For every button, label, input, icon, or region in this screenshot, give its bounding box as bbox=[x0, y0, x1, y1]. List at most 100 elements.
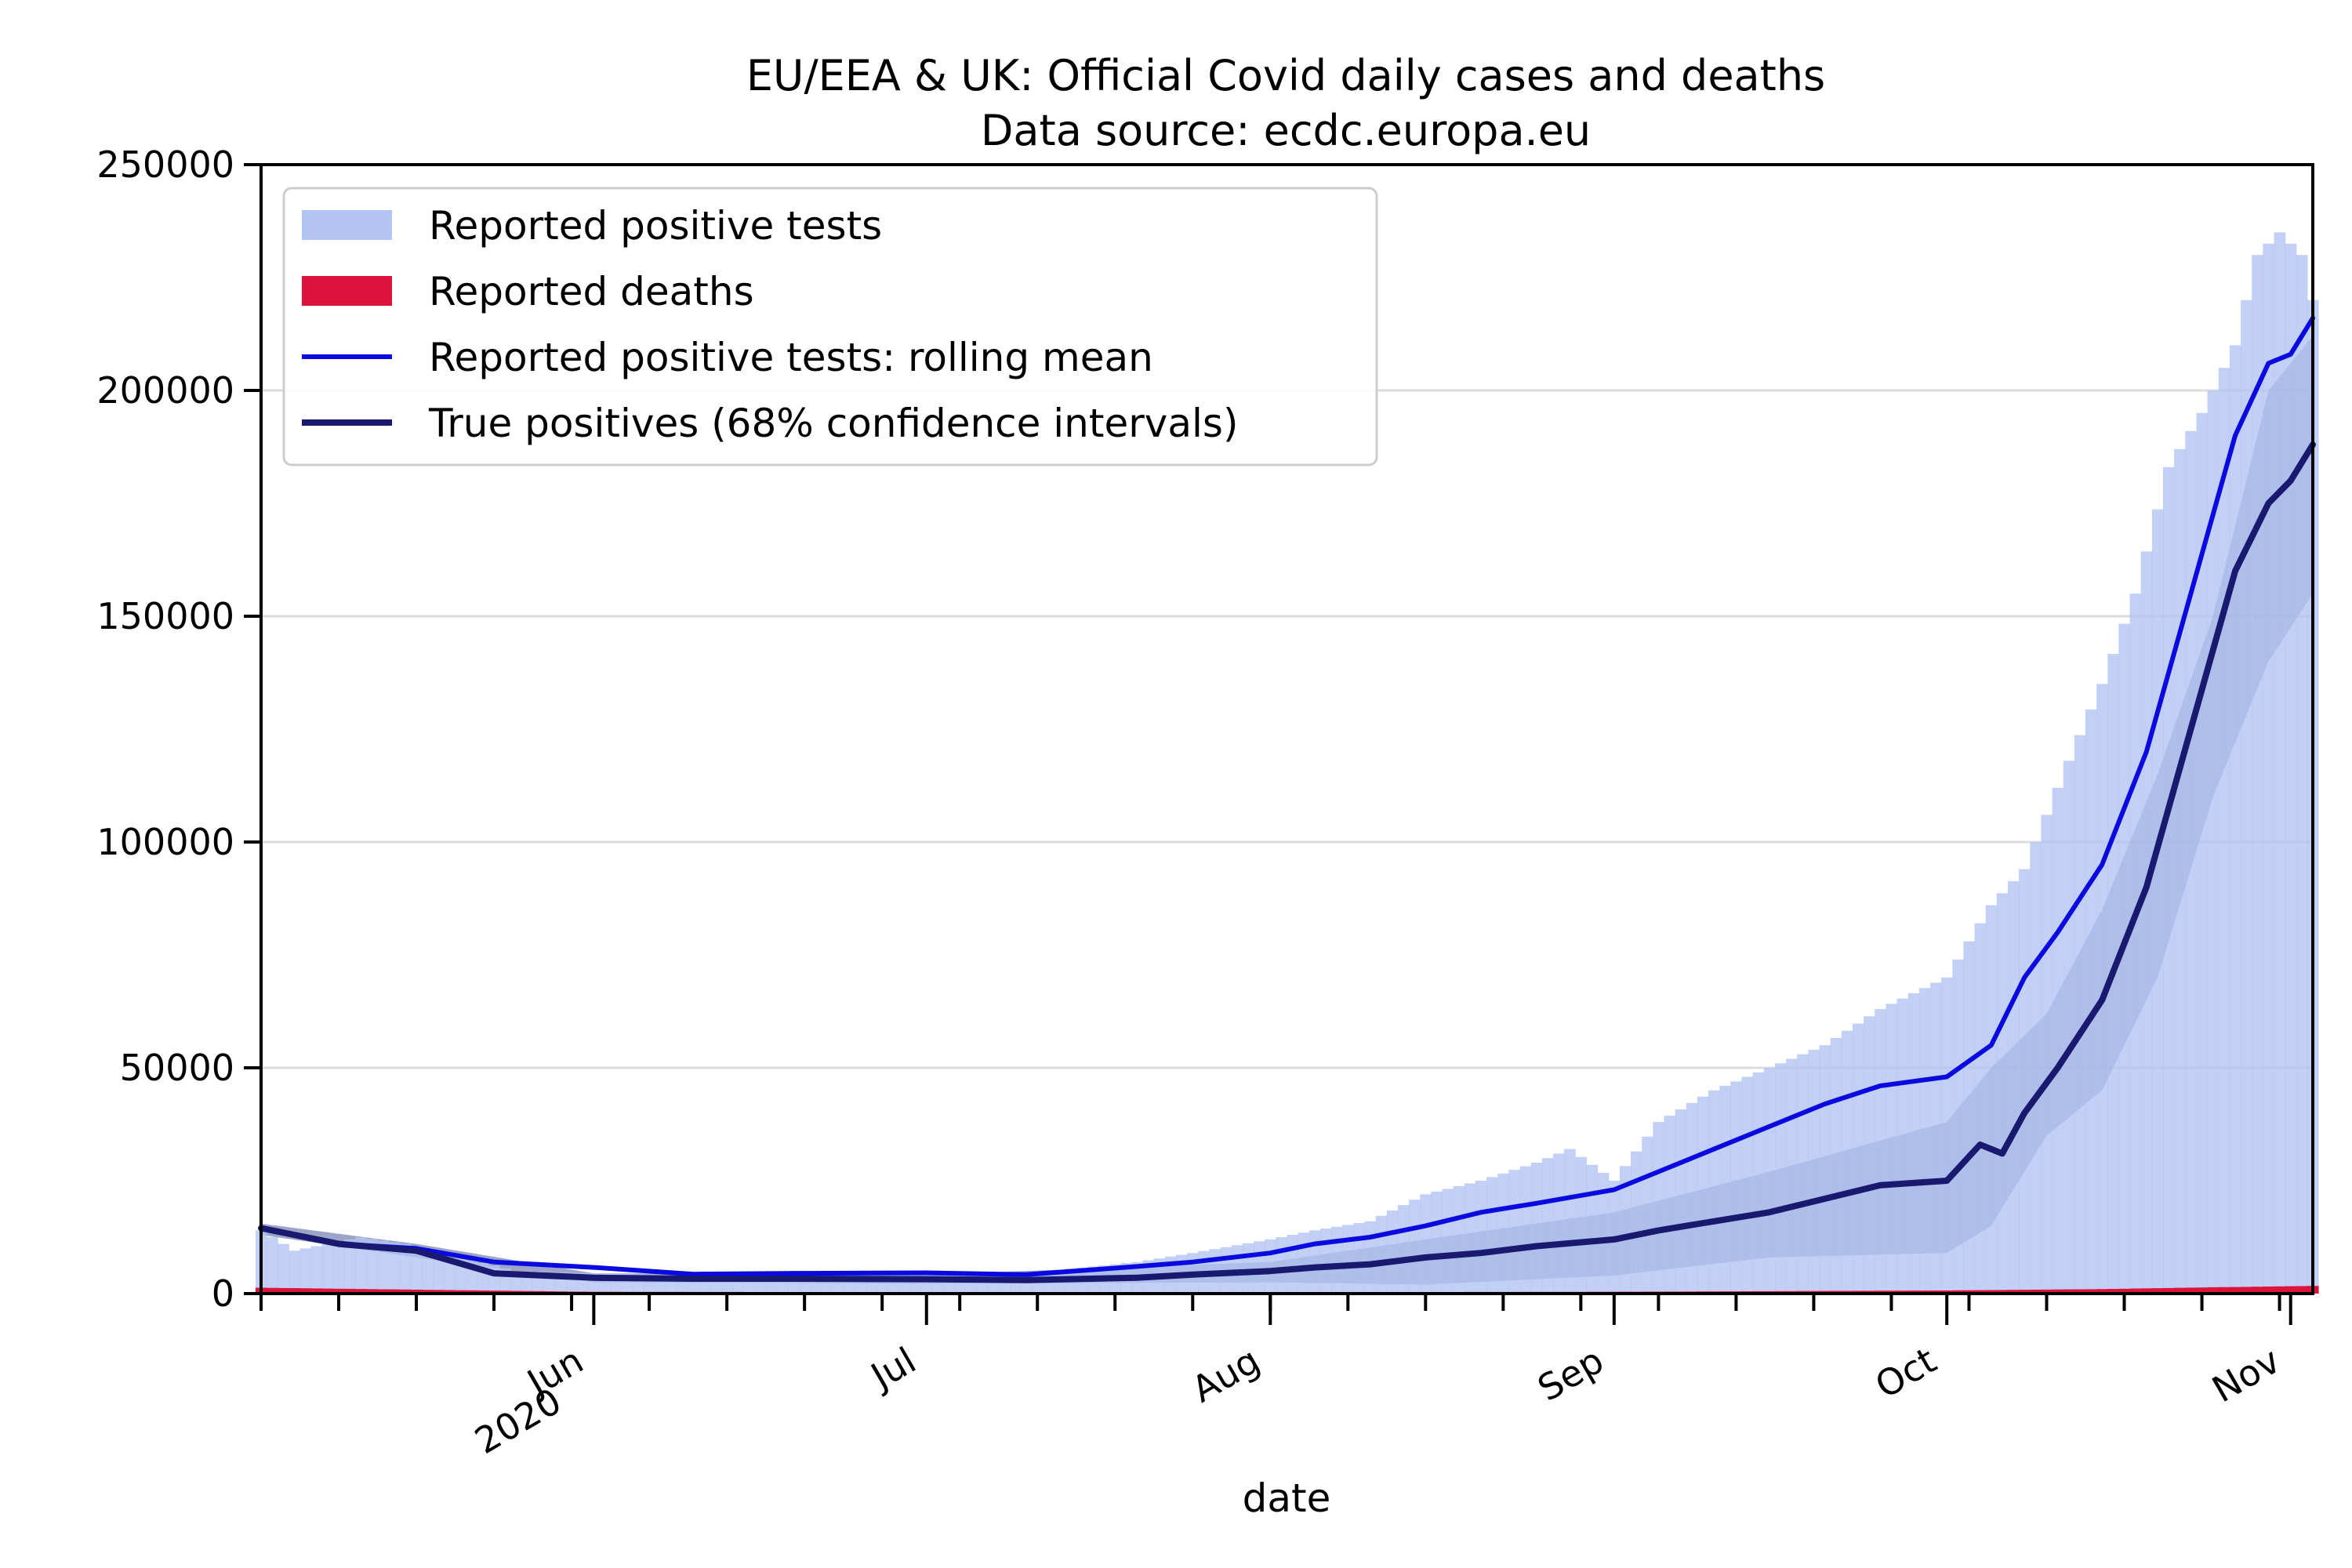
cases-bar bbox=[388, 1242, 401, 1294]
cases-bar bbox=[1276, 1237, 1288, 1294]
deaths-bar bbox=[278, 1287, 289, 1294]
deaths-bar bbox=[321, 1288, 334, 1294]
cases-bar bbox=[289, 1250, 301, 1294]
cases-bar bbox=[2252, 255, 2263, 1294]
cases-bar bbox=[366, 1239, 379, 1294]
cases-bar bbox=[2196, 412, 2209, 1294]
cases-bar bbox=[1985, 905, 1998, 1294]
cases-bar bbox=[1841, 1030, 1853, 1294]
deaths-bar bbox=[2008, 1290, 2020, 1294]
cases-bar bbox=[1597, 1172, 1610, 1294]
cases-bar bbox=[1708, 1090, 1720, 1294]
cases-bar bbox=[1364, 1221, 1377, 1294]
cases-bar bbox=[1974, 923, 1987, 1294]
cases-bar bbox=[1586, 1164, 1599, 1294]
cases-bar bbox=[1464, 1183, 1476, 1294]
y-tick-label: 150000 bbox=[96, 595, 234, 637]
deaths-bar bbox=[2241, 1287, 2252, 1294]
plot-frame bbox=[260, 163, 2314, 1295]
cases-bar bbox=[2185, 430, 2197, 1294]
legend-box bbox=[282, 187, 1378, 466]
cases-bar bbox=[1952, 959, 1964, 1294]
deaths-bar bbox=[310, 1288, 323, 1294]
cases-bar bbox=[1797, 1054, 1809, 1294]
cases-bar bbox=[1375, 1215, 1388, 1294]
cases-bar bbox=[2241, 299, 2252, 1294]
deaths-bar bbox=[422, 1290, 434, 1294]
cases-bar bbox=[1686, 1102, 1698, 1294]
deaths-bar bbox=[2229, 1287, 2241, 1294]
cases-bar bbox=[1519, 1166, 1532, 1294]
deaths-bar bbox=[2285, 1286, 2297, 1294]
cases-bar bbox=[1564, 1149, 1576, 1294]
cases-bar bbox=[2207, 390, 2220, 1294]
cases-bar bbox=[1664, 1116, 1676, 1294]
deaths-bar bbox=[299, 1288, 312, 1294]
cases-bar bbox=[1254, 1241, 1265, 1294]
cases-bar bbox=[2229, 345, 2241, 1294]
cases-bar bbox=[1963, 941, 1976, 1294]
cases-bar bbox=[411, 1247, 423, 1294]
cases-bar bbox=[1907, 993, 1920, 1294]
cases-bar bbox=[332, 1241, 345, 1294]
deaths-bar bbox=[2185, 1287, 2197, 1294]
cases-bar bbox=[422, 1249, 434, 1294]
deaths-bar bbox=[289, 1288, 301, 1294]
legend-label-cases: Reported positive tests bbox=[429, 203, 882, 249]
cases-bar bbox=[1808, 1050, 1820, 1294]
cases-bar bbox=[1442, 1189, 1454, 1294]
deaths-bar bbox=[1985, 1290, 1998, 1294]
legend-label-true-positives: True positives (68% confidence intervals… bbox=[428, 401, 1238, 446]
cases-bar bbox=[1353, 1223, 1366, 1294]
deaths-bar bbox=[2052, 1289, 2064, 1294]
cases-bar bbox=[1653, 1122, 1664, 1294]
deaths-bar bbox=[399, 1289, 412, 1294]
cases-bar bbox=[1786, 1058, 1798, 1294]
deaths-bar bbox=[2030, 1290, 2042, 1294]
cases-bar bbox=[1730, 1081, 1742, 1294]
cases-bar bbox=[1864, 1016, 1875, 1294]
cases-bar bbox=[2030, 842, 2042, 1294]
cases-bar bbox=[1941, 977, 1953, 1294]
cases-bar bbox=[1319, 1229, 1332, 1294]
cases-bar bbox=[2263, 243, 2274, 1294]
cases-bar bbox=[2118, 623, 2131, 1294]
cases-bar bbox=[1675, 1109, 1687, 1294]
deaths-bar bbox=[2107, 1289, 2119, 1294]
cases-bar bbox=[2140, 551, 2153, 1294]
cases-bar bbox=[399, 1243, 412, 1294]
deaths-bar bbox=[1974, 1290, 1987, 1294]
cases-bar bbox=[1741, 1076, 1754, 1294]
cases-bar bbox=[321, 1243, 334, 1294]
cases-bar bbox=[1475, 1181, 1487, 1294]
cases-bar bbox=[1409, 1200, 1421, 1294]
deaths-bar bbox=[377, 1289, 390, 1294]
deaths-bar bbox=[2218, 1287, 2230, 1294]
legend-label-deaths: Reported deaths bbox=[429, 269, 754, 314]
rolling-mean-line bbox=[259, 315, 2315, 1277]
deaths-bar bbox=[1963, 1290, 1976, 1294]
deaths-bar bbox=[2151, 1288, 2164, 1294]
cases-bar bbox=[267, 1237, 278, 1294]
cases-bar bbox=[299, 1248, 312, 1294]
deaths-bar bbox=[2118, 1288, 2131, 1294]
deaths-bar bbox=[2174, 1287, 2186, 1294]
y-tick-label: 250000 bbox=[96, 143, 234, 186]
deaths-bar bbox=[1996, 1290, 2009, 1294]
cases-bar bbox=[310, 1246, 323, 1294]
cases-bar bbox=[377, 1240, 390, 1294]
cases-bar bbox=[2296, 255, 2308, 1294]
legend-label-rolling-mean: Reported positive tests: rolling mean bbox=[429, 335, 1153, 380]
y-tick-label: 200000 bbox=[96, 369, 234, 412]
cases-bar bbox=[433, 1252, 445, 1294]
cases-bar bbox=[2041, 815, 2053, 1294]
cases-bar bbox=[2008, 880, 2020, 1294]
deaths-bar bbox=[2207, 1287, 2220, 1294]
cases-bar bbox=[2063, 760, 2075, 1294]
cases-bar bbox=[1752, 1072, 1765, 1294]
cases-bar bbox=[1886, 1004, 1898, 1294]
deaths-bar bbox=[455, 1290, 467, 1294]
legend-swatch-cases bbox=[302, 210, 392, 240]
cases-bar bbox=[854, 1272, 866, 1294]
cases-bar bbox=[1265, 1239, 1276, 1294]
